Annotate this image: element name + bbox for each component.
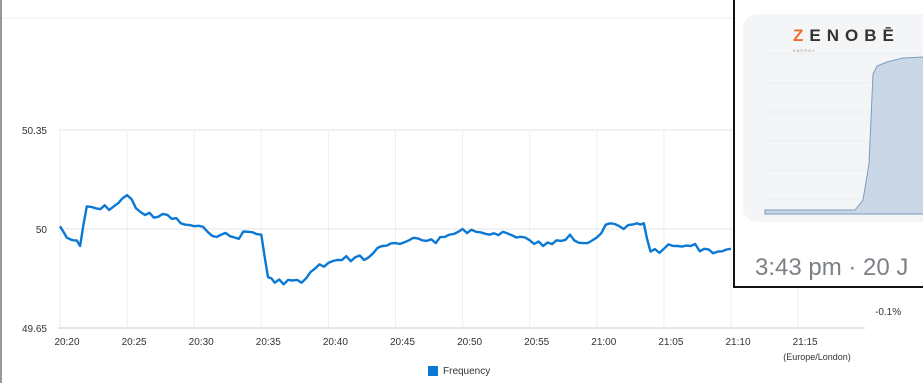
y-tick-label: 50.35 — [22, 126, 47, 137]
legend-swatch — [428, 366, 438, 376]
x-tick-label: 20:35 — [256, 337, 281, 348]
overlay-area — [764, 56, 923, 215]
timezone-label: (Europe/London) — [783, 352, 851, 362]
overlay-chart-card — [743, 14, 923, 229]
secondary-y-tick-label: -0.1% — [875, 307, 901, 318]
y-axis-ticks: 50.35 50 49.65 — [22, 126, 47, 335]
legend[interactable]: Frequency — [428, 366, 490, 377]
x-tick-label: 20:20 — [54, 337, 79, 348]
logo-subtitle: ENERGY — [793, 48, 816, 53]
series-line-frequency — [58, 193, 732, 286]
x-tick-label: 21:05 — [658, 337, 683, 348]
x-tick-label: 20:25 — [122, 337, 147, 348]
x-tick-label: 20:40 — [323, 337, 348, 348]
x-tick-label: 21:10 — [725, 337, 750, 348]
y-tick-label: 49.65 — [22, 324, 47, 335]
x-tick-label: 21:15 — [793, 337, 818, 348]
legend-label: Frequency — [443, 366, 490, 377]
x-tick-label: 20:55 — [524, 337, 549, 348]
x-tick-label: 20:45 — [390, 337, 415, 348]
x-tick-label: 20:50 — [457, 337, 482, 348]
tweet-timestamp: 3:43 pm · 20 J — [755, 254, 909, 281]
embedded-tweet-image: ZENOBĒ ENERGY 3:43 pm · 20 J — [733, 0, 923, 288]
x-axis-ticks: 20:20 20:25 20:30 20:35 20:40 20:45 20:50 20:55… — [54, 337, 818, 348]
x-tick-label: 21:00 — [591, 337, 616, 348]
y-tick-label: 50 — [36, 225, 48, 236]
x-tick-label: 20:30 — [189, 337, 214, 348]
zenobe-logo: ZENOBĒ — [793, 26, 900, 45]
